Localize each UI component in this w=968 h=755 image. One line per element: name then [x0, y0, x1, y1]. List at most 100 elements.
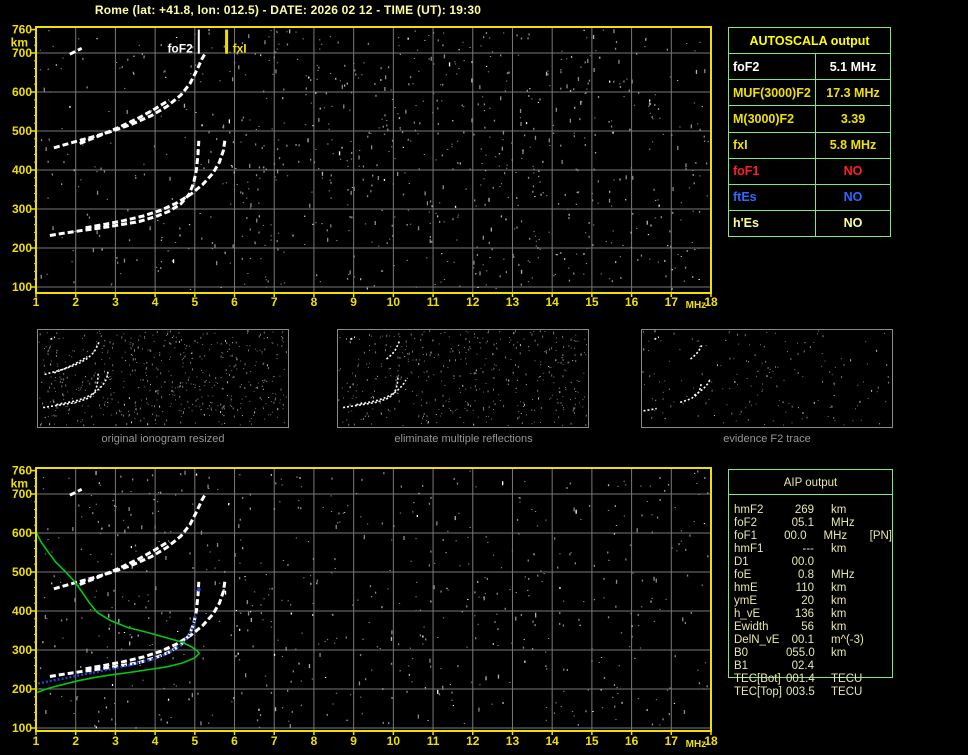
aip-label: TEC[Top]: [734, 686, 782, 698]
aip-table: AIP output hmF2 269 km foF2 05.1 MHz foF1 00.0 M…: [728, 469, 893, 698]
aip-value: 00.0: [791, 556, 814, 568]
svg-text:17: 17: [665, 734, 679, 748]
aip-label: foF2: [734, 517, 758, 529]
autoscala-row: ftEs NO: [729, 184, 890, 211]
aip-row: h_vE 136 km: [729, 608, 892, 621]
aip-unit: MHz: [823, 530, 848, 542]
aip-label: B1: [734, 660, 749, 672]
aip-unit: m^(-3): [831, 634, 864, 646]
svg-text:8: 8: [311, 734, 318, 748]
svg-text:200: 200: [12, 241, 32, 255]
aip-unit: km: [831, 543, 847, 555]
svg-text:4: 4: [152, 295, 159, 309]
svg-text:km: km: [11, 36, 28, 50]
svg-text:300: 300: [12, 202, 32, 216]
svg-text:10: 10: [387, 295, 401, 309]
aip-row: TEC[Top] 003.5 TECU: [729, 686, 892, 699]
thumbnail-eliminate-multiples: [337, 329, 589, 428]
svg-text:600: 600: [12, 526, 32, 540]
aip-row: hmF2 269 km: [729, 504, 892, 517]
aip-unit: km: [831, 608, 847, 620]
aip-value: 269: [794, 504, 814, 516]
aip-unit: [831, 660, 873, 673]
autoscala-param-value: NO: [843, 216, 863, 231]
thumbnail-caption: eliminate multiple reflections: [394, 433, 533, 445]
aip-row: Ewidth 56 km: [729, 621, 892, 634]
svg-text:17: 17: [665, 295, 679, 309]
svg-text:2: 2: [72, 734, 79, 748]
thumbnail-eliminate-multiples-plot: [338, 330, 587, 427]
autoscala-param-value: 5.1 MHz: [829, 59, 877, 74]
aip-value: 136: [794, 608, 814, 620]
aip-row: foE 0.8 MHz: [729, 569, 892, 582]
autoscala-param-value: 17.3 MHz: [826, 85, 880, 100]
autoscala-param-name: foF1: [729, 158, 816, 184]
autoscala-param-name: fxI: [729, 132, 816, 158]
svg-text:14: 14: [545, 295, 559, 309]
svg-text:600: 600: [12, 85, 32, 99]
aip-label: hmF2: [734, 504, 764, 516]
thumbnail-original-ionogram: [37, 329, 289, 428]
autoscala-row: h'Es NO: [729, 210, 890, 236]
svg-text:foF2: foF2: [167, 41, 193, 55]
svg-text:7: 7: [271, 295, 278, 309]
aip-value: ---: [802, 543, 815, 555]
thumbnail-caption: original ionogram resized: [101, 433, 225, 445]
svg-text:7: 7: [271, 734, 278, 748]
svg-text:4: 4: [152, 734, 159, 748]
aip-value: 00.0: [784, 530, 807, 542]
autoscala-param-name: h'Es: [729, 210, 816, 236]
svg-text:12: 12: [466, 734, 480, 748]
svg-text:6: 6: [231, 295, 238, 309]
aip-row: hmE 110 km: [729, 582, 892, 595]
svg-text:6: 6: [231, 734, 238, 748]
aip-unit: km: [831, 582, 847, 594]
aip-table-rows: hmF2 269 km foF2 05.1 MHz foF1 00.0 MHz [PN] hmF1 -…: [729, 504, 892, 699]
aip-row: B0 055.0 km: [729, 647, 892, 660]
svg-text:8: 8: [311, 295, 318, 309]
aip-unit: TECU: [831, 673, 863, 685]
aip-label: TEC[Bot]: [734, 673, 781, 685]
autoscala-param-value: NO: [843, 164, 863, 179]
aip-label: h_vE: [734, 608, 761, 620]
autoscala-row: foF1 NO: [729, 158, 890, 185]
svg-text:400: 400: [12, 163, 32, 177]
aip-value: 00.1: [791, 634, 814, 646]
svg-text:5: 5: [191, 295, 198, 309]
aip-label: foE: [734, 569, 752, 581]
aip-row: TEC[Bot] 001.4 TECU: [729, 673, 892, 686]
aip-row: foF1 00.0 MHz [PN]: [729, 530, 892, 543]
autoscala-table: AUTOSCALA output foF2 5.1 MHz MUF(3000)F2 1…: [728, 27, 891, 237]
aip-label: ymE: [734, 595, 757, 607]
page-title: Rome (lat: +41.8, lon: 012.5) - DATE: 20…: [94, 3, 482, 17]
aip-unit: km: [831, 647, 847, 659]
svg-text:5: 5: [191, 734, 198, 748]
svg-text:16: 16: [625, 734, 639, 748]
svg-text:3: 3: [112, 734, 119, 748]
autoscala-param-name: ftEs: [729, 184, 816, 210]
aip-row: B1 02.4: [729, 660, 892, 673]
thumbnail-original-plot: [38, 330, 287, 427]
svg-text:300: 300: [12, 643, 32, 657]
svg-text:1: 1: [33, 295, 40, 309]
thumbnail-evidence-f2: [641, 329, 893, 428]
autoscala-param-name: MUF(3000)F2: [729, 80, 816, 106]
autoscala-param-value: NO: [843, 190, 863, 205]
aip-row: hmF1 --- km: [729, 543, 892, 556]
aip-table-header: AIP output: [729, 470, 892, 495]
svg-text:10: 10: [387, 734, 401, 748]
aip-unit: MHz: [831, 517, 855, 529]
aip-row: foF2 05.1 MHz: [729, 517, 892, 530]
svg-text:12: 12: [466, 295, 480, 309]
svg-text:2: 2: [72, 295, 79, 309]
aip-value: 20: [801, 595, 814, 607]
svg-text:760: 760: [12, 23, 32, 37]
aip-label: D1: [734, 556, 749, 568]
aip-unit: TECU: [831, 686, 863, 698]
svg-text:500: 500: [12, 124, 32, 138]
aip-label: hmF1: [734, 543, 764, 555]
svg-text:14: 14: [545, 734, 559, 748]
autoscala-row: foF2 5.1 MHz: [729, 54, 890, 81]
